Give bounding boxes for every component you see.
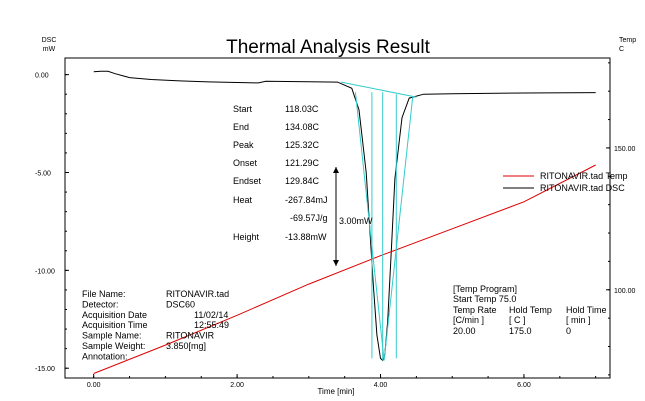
y-right-tick-label: 100.00 <box>614 288 636 295</box>
temp-program-value: 175.0 <box>509 326 532 336</box>
temp-program-header: Hold Time <box>566 305 607 315</box>
analysis-label-endset: Endset <box>233 176 262 186</box>
analysis-label-peak: Peak <box>233 140 254 150</box>
file-info-label: Acquisition Date <box>82 310 147 320</box>
temp-series-line <box>93 164 596 374</box>
temp-program-start: Start Temp 75.0 <box>453 294 516 304</box>
legend-entry: RITONAVIR.tad DSC <box>540 183 625 193</box>
height-extra-value: 3.00mW <box>339 216 373 226</box>
dsc-series-line <box>93 70 596 362</box>
x-tick-label: 0.00 <box>87 382 101 389</box>
y-left-tick-label: -15.00 <box>35 366 55 373</box>
file-info-label: Annotation: <box>82 351 128 361</box>
temp-program-unit: [C/min ] <box>453 315 484 325</box>
temp-program-value: 20.00 <box>453 326 476 336</box>
analysis-label-height: Height <box>233 232 260 242</box>
y-left-tick-label: 0.00 <box>35 73 49 80</box>
temp-program-title: [Temp Program] <box>453 284 517 294</box>
endset-tangent-line <box>383 96 414 361</box>
y-left-tick-label: -5.00 <box>35 170 51 177</box>
plot-frame <box>64 57 611 379</box>
temp-program-unit: [ min ] <box>566 315 591 325</box>
file-info-value: RITONAVIR <box>166 331 215 341</box>
file-info-value: DSC60 <box>166 299 195 309</box>
y-left-tick-label: -10.00 <box>35 268 55 275</box>
left-axis-label-top: DSC <box>42 37 57 44</box>
right-axis-label-unit: C <box>619 46 624 53</box>
file-info-label: File Name: <box>82 289 126 299</box>
x-tick-label: 6.00 <box>517 382 531 389</box>
temp-program-unit: [ C ] <box>509 315 526 325</box>
baseline-line <box>340 81 417 98</box>
file-info-label: Sample Name: <box>82 331 142 341</box>
temp-program-header: Temp Rate <box>453 305 497 315</box>
analysis-value: 129.84C <box>285 176 320 186</box>
file-info-label: Detector: <box>82 299 119 309</box>
chart-title: Thermal Analysis Result <box>226 37 431 58</box>
temp-program-value: 0 <box>566 326 571 336</box>
analysis-value: 134.08C <box>285 122 320 132</box>
file-info-value: 3.850[mg] <box>166 341 206 351</box>
analysis-label-start: Start <box>233 104 253 114</box>
analysis-label-onset: Onset <box>233 158 258 168</box>
height-arrow-head-down <box>333 260 339 266</box>
onset-tangent-line <box>354 92 385 361</box>
analysis-value: 118.03C <box>285 104 319 114</box>
file-info-value: 12:55:49 <box>194 320 229 330</box>
height-arrow-head-up <box>333 167 339 173</box>
analysis-value: -267.84mJ <box>285 195 328 205</box>
file-info-label: Sample Weight: <box>82 341 145 351</box>
analysis-value: 125.32C <box>285 140 320 150</box>
x-axis-label: Time [min] <box>317 387 354 396</box>
right-axis-label-top: Temp <box>619 37 636 44</box>
temp-program-header: Hold Temp <box>509 305 552 315</box>
file-info-value: RITONAVIR.tad <box>166 289 229 299</box>
file-info-label: Acquisition Time <box>82 320 148 330</box>
analysis-value: 121.29C <box>285 158 320 168</box>
file-info-value: 11/02/14 <box>194 310 228 320</box>
x-tick-label: 4.00 <box>374 382 388 389</box>
analysis-value: -13.88mW <box>285 232 327 242</box>
y-right-tick-label: 150.00 <box>614 146 636 153</box>
legend-entry: RITONAVIR.tad Temp <box>540 171 628 181</box>
analysis-label-heat: Heat <box>233 195 253 205</box>
analysis-label-end: End <box>233 122 249 132</box>
x-tick-label: 2.00 <box>230 382 244 389</box>
analysis-value: -69.57J/g <box>290 213 328 223</box>
left-axis-label-unit: mW <box>43 46 56 53</box>
